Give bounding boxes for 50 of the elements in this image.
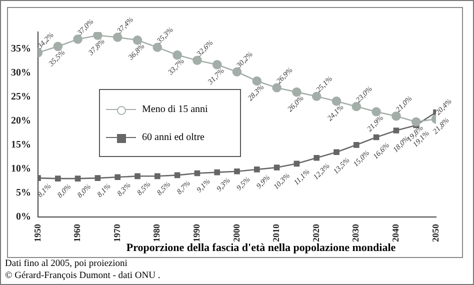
point bbox=[134, 173, 140, 180]
point bbox=[254, 166, 260, 172]
x-tick-label: 1970 bbox=[112, 224, 122, 242]
point bbox=[152, 42, 162, 52]
point bbox=[73, 34, 82, 44]
point bbox=[234, 168, 240, 174]
point bbox=[114, 174, 121, 180]
point bbox=[352, 102, 362, 112]
point bbox=[214, 169, 220, 176]
x-axis-title: Proporzione della fascia d'età nella popolazione mondiale bbox=[125, 242, 397, 254]
x-tick-label: 1960 bbox=[72, 224, 82, 242]
point bbox=[314, 154, 320, 161]
point bbox=[112, 32, 122, 42]
point bbox=[373, 134, 380, 140]
point bbox=[334, 149, 340, 156]
point bbox=[74, 176, 81, 182]
x-tick-label: 2020 bbox=[310, 224, 321, 242]
point bbox=[392, 111, 401, 121]
legend-label: Meno di 15 anni bbox=[142, 104, 208, 115]
y-tick-label: 5% bbox=[16, 188, 31, 199]
x-tick-label: 2040 bbox=[390, 224, 401, 242]
point bbox=[174, 172, 180, 178]
x-tick-label: 2010 bbox=[271, 224, 282, 242]
y-tick-label: 10% bbox=[11, 164, 31, 175]
point bbox=[312, 92, 322, 102]
x-tick-label: 2000 bbox=[231, 224, 242, 242]
y-tick-label: 15% bbox=[11, 140, 31, 150]
text: © Gérard-François Dumont - dati ONU . bbox=[5, 270, 160, 282]
x-tick-label: 1990 bbox=[192, 224, 202, 242]
text: Dati fino al 2005, poi proiezioni bbox=[5, 258, 128, 270]
point bbox=[294, 160, 300, 167]
y-tick-label: 20% bbox=[11, 115, 31, 126]
x-tick-label: 1950 bbox=[32, 224, 42, 242]
y-tick-label: 25% bbox=[11, 91, 31, 102]
point bbox=[194, 170, 200, 176]
x-tick-label: 2050 bbox=[430, 224, 440, 242]
x-tick-label: 2030 bbox=[350, 224, 361, 242]
point bbox=[192, 56, 202, 65]
x-tick-label: 1980 bbox=[152, 224, 162, 242]
y-tick-label: 35% bbox=[11, 43, 31, 54]
point bbox=[353, 142, 360, 148]
point bbox=[154, 173, 160, 180]
point bbox=[54, 176, 61, 182]
y-tick-label: 0% bbox=[16, 212, 31, 223]
point bbox=[94, 175, 101, 181]
point bbox=[232, 67, 242, 77]
y-tick-label: 30% bbox=[11, 67, 31, 78]
legend-label: 60 anni ed oltre bbox=[142, 132, 204, 143]
point bbox=[272, 83, 282, 92]
point bbox=[274, 164, 280, 170]
